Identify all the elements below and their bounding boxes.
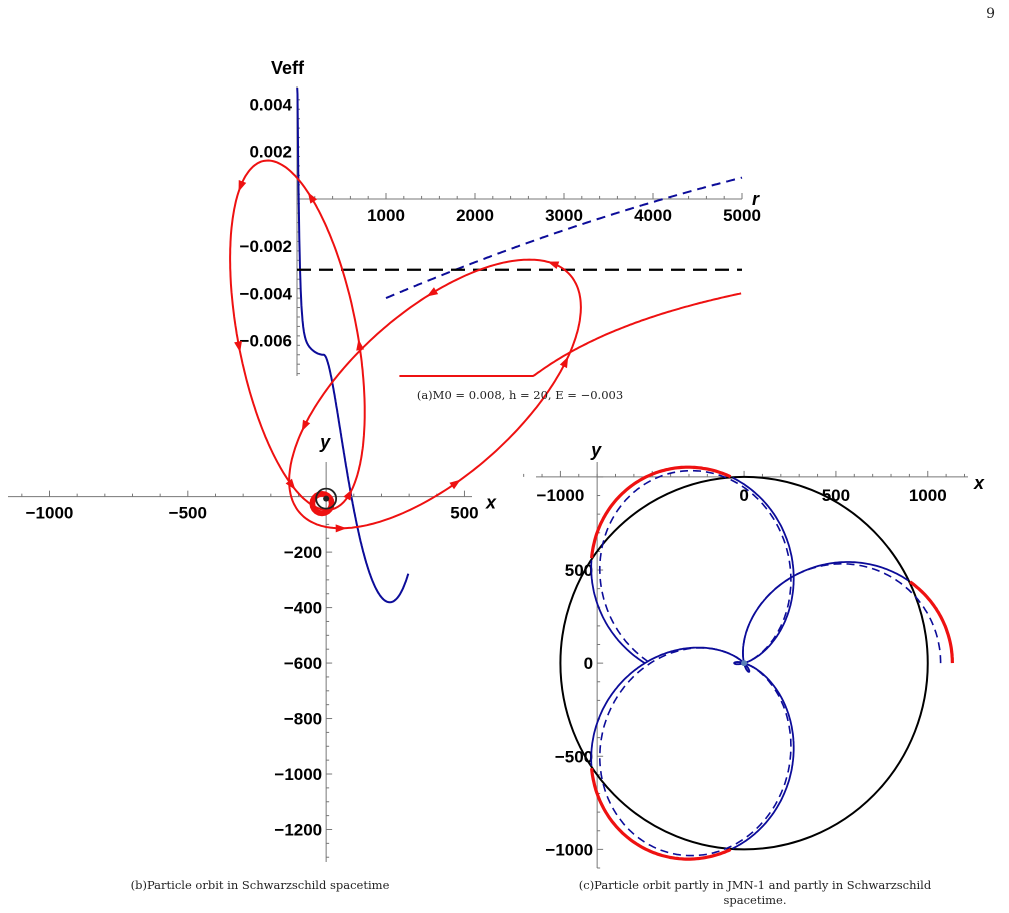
- b-orbit-arrow: [301, 419, 311, 432]
- b-central-mass: [323, 495, 330, 502]
- a-x-axis-label: r: [752, 189, 760, 209]
- a-y-tick-label: 0.002: [249, 143, 292, 162]
- c-y-tick-label: −500: [555, 747, 593, 766]
- a-series-red-solid: [399, 292, 742, 377]
- b-x-axis-label: x: [485, 493, 497, 513]
- page-number: 9: [986, 6, 995, 22]
- c-y-tick-label: −1000: [545, 840, 593, 859]
- a-x-tick-label: 1000: [367, 206, 405, 225]
- c-y-tick-label: 500: [565, 561, 593, 580]
- b-central-circle: [315, 487, 338, 510]
- a-series-blue-dashed: [385, 176, 743, 300]
- c-x-tick-label: 0: [739, 486, 748, 505]
- c-orbit-blue-solid: [590, 560, 646, 664]
- c-x-tick-label: 500: [822, 486, 850, 505]
- caption-b: (b)Particle orbit in Schwarzschild space…: [130, 878, 390, 892]
- b-orbit-arrow: [356, 339, 365, 351]
- c-orbit-blue-solid: [590, 561, 909, 767]
- caption-c-line1: (c)Particle orbit partly in JMN-1 and pa…: [578, 878, 932, 892]
- c-orbit-red-solid: [909, 580, 954, 664]
- c-x-axis-label: x: [973, 473, 985, 493]
- b-orbit-arrow: [307, 192, 318, 204]
- b-y-tick-label: −1200: [274, 820, 322, 839]
- b-orbit-arrow: [285, 478, 296, 490]
- b-orbit-arrow: [335, 524, 347, 533]
- b-y-tick-label: −400: [284, 599, 322, 618]
- a-x-tick-label: 3000: [545, 206, 583, 225]
- b-x-tick-label: −1000: [26, 504, 74, 523]
- c-central-mass: [741, 660, 748, 667]
- a-y-tick-label: −0.004: [240, 284, 293, 303]
- b-y-axis-label: y: [319, 432, 331, 452]
- a-x-tick-label: 2000: [456, 206, 494, 225]
- c-y-tick-label: 0: [584, 654, 593, 673]
- c-x-tick-label: 1000: [909, 486, 947, 505]
- b-x-tick-label: 500: [450, 504, 478, 523]
- b-orbit-arrow: [343, 488, 353, 501]
- b-orbit-arrow: [238, 180, 247, 192]
- c-orbit-red-solid: [590, 768, 732, 861]
- c-orbit-blue-dashed: [599, 469, 942, 857]
- b-orbit-loop-1: [288, 258, 582, 530]
- caption-a: (a)M0 = 0.008, h = 20, E = −0.003: [416, 388, 624, 402]
- b-orbit-arrow: [234, 340, 242, 353]
- a-y-tick-label: 0.004: [249, 96, 292, 115]
- c-y-axis-label: y: [590, 440, 602, 460]
- b-y-tick-label: −800: [284, 710, 322, 729]
- b-orbit-arrow: [426, 287, 439, 297]
- b-orbit-arrow: [449, 479, 461, 490]
- caption-c-line2: spacetime.: [723, 893, 787, 907]
- a-series-blue-solid: [296, 87, 410, 604]
- a-y-tick-label: −0.006: [240, 332, 292, 351]
- b-inner-dense-orbit: [309, 490, 335, 517]
- b-y-tick-label: −200: [284, 543, 322, 562]
- b-y-tick-label: −600: [284, 654, 322, 673]
- c-x-tick-label: −1000: [537, 486, 585, 505]
- b-y-tick-label: −1000: [274, 765, 322, 784]
- a-x-tick-label: 5000: [723, 206, 761, 225]
- c-boundary-circle: [559, 475, 929, 851]
- a-x-tick-label: 4000: [634, 206, 672, 225]
- c-orbit-red-solid: [590, 465, 732, 559]
- chart-b-schwarzschild-orbit: −1000 −500 500 −200 −400 −600 −800 −1000 −1200 x y: [8, 159, 582, 862]
- chart-a-veff: 1000 2000 3000 4000 50000.0040.002−0.002−0.0…: [240, 58, 761, 604]
- a-y-tick-label: −0.002: [240, 237, 292, 256]
- chart-c-jmn1-orbit: −1000 0 500 1000 500 0 −500 −1000 x y: [523, 440, 985, 869]
- b-orbit-arrow: [559, 356, 569, 369]
- b-orbit-arrow: [547, 261, 560, 270]
- b-orbit-loop-2: [229, 159, 366, 511]
- b-x-tick-label: −500: [169, 504, 207, 523]
- a-y-axis-label: Veff: [271, 58, 305, 78]
